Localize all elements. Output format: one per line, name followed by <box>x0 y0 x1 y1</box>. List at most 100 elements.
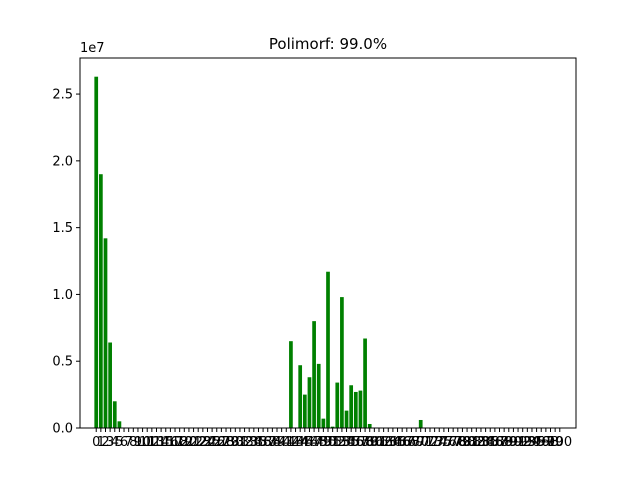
x-tick-label: 61 <box>371 435 388 450</box>
x-tick-label: 49 <box>315 435 332 450</box>
bar-series <box>94 76 423 428</box>
bar-49 <box>321 418 326 428</box>
x-tick-label: 50 <box>320 435 337 450</box>
x-tick-label: 58 <box>357 435 374 450</box>
x-tick-label: 65 <box>389 435 406 450</box>
x-axis: 0123456789101112131415161718192021222324… <box>92 428 572 450</box>
x-tick-label: 45 <box>297 435 314 450</box>
x-tick-label: 8 <box>129 435 137 450</box>
bar-1 <box>99 174 103 428</box>
x-tick-label: 99 <box>547 435 564 450</box>
x-tick-label: 82 <box>468 435 485 450</box>
bar-47 <box>312 321 316 428</box>
y-tick-label: 1.5 <box>52 221 73 236</box>
x-tick-label: 32 <box>236 435 253 450</box>
x-tick-label: 0 <box>92 435 100 450</box>
x-tick-label: 37 <box>259 435 276 450</box>
x-tick-label: 34 <box>246 435 263 450</box>
x-tick-label: 23 <box>195 435 212 450</box>
x-tick-label: 16 <box>162 435 179 450</box>
x-tick-label: 25 <box>204 435 221 450</box>
y-tick-label: 2.0 <box>52 154 73 169</box>
x-tick-label: 40 <box>273 435 290 450</box>
bar-44 <box>298 365 303 428</box>
x-tick-label: 29 <box>222 435 239 450</box>
x-tick-label: 43 <box>287 435 304 450</box>
x-tick-label: 10 <box>134 435 151 450</box>
bar-4 <box>112 401 117 428</box>
x-tick-label: 63 <box>380 435 397 450</box>
x-tick-label: 2 <box>101 435 109 450</box>
x-tick-label: 5 <box>115 435 123 450</box>
x-tick-label: 66 <box>394 435 411 450</box>
x-tick-label: 30 <box>227 435 244 450</box>
x-tick-label: 76 <box>440 435 457 450</box>
bar-45 <box>302 394 307 428</box>
x-tick-label: 26 <box>208 435 225 450</box>
x-tick-label: 70 <box>412 435 429 450</box>
x-tick-label: 81 <box>463 435 480 450</box>
bar-58 <box>363 338 367 428</box>
x-tick-label: 21 <box>185 435 202 450</box>
y-tick-label: 2.5 <box>52 88 73 103</box>
x-tick-label: 13 <box>148 435 165 450</box>
x-tick-label: 87 <box>491 435 508 450</box>
x-tick-label: 78 <box>450 435 467 450</box>
x-tick-label: 79 <box>454 435 471 450</box>
x-tick-label: 67 <box>399 435 416 450</box>
y-offset-label: 1e7 <box>80 41 105 56</box>
x-tick-label: 11 <box>139 435 156 450</box>
x-tick-label: 100 <box>547 435 572 450</box>
x-tick-label: 96 <box>533 435 550 450</box>
x-tick-label: 17 <box>167 435 184 450</box>
x-tick-label: 18 <box>171 435 188 450</box>
x-tick-label: 1 <box>97 435 105 450</box>
x-tick-label: 31 <box>232 435 249 450</box>
x-tick-label: 9 <box>134 435 142 450</box>
x-tick-label: 52 <box>329 435 346 450</box>
x-tick-label: 75 <box>436 435 453 450</box>
x-tick-label: 33 <box>241 435 258 450</box>
x-tick-label: 14 <box>153 435 170 450</box>
x-tick-label: 98 <box>542 435 559 450</box>
y-tick-label: 1.0 <box>52 288 73 303</box>
x-tick-label: 62 <box>375 435 392 450</box>
x-tick-label: 22 <box>190 435 207 450</box>
bar-55 <box>349 385 354 428</box>
bar-51 <box>330 426 335 428</box>
x-tick-label: 92 <box>514 435 531 450</box>
bar-48 <box>316 363 321 428</box>
x-tick-label: 60 <box>366 435 383 450</box>
bar-5 <box>117 421 122 428</box>
x-tick-label: 39 <box>269 435 286 450</box>
bar-50 <box>326 271 330 428</box>
x-tick-label: 36 <box>255 435 272 450</box>
y-axis: 0.0 0.5 1.0 1.5 2.0 2.5 <box>52 88 80 437</box>
x-tick-label: 46 <box>301 435 318 450</box>
x-tick-label: 83 <box>473 435 490 450</box>
x-tick-label: 88 <box>496 435 513 450</box>
x-tick-label: 44 <box>292 435 309 450</box>
bar-56 <box>353 391 358 428</box>
x-tick-label: 90 <box>505 435 522 450</box>
y-tick-label: 0.5 <box>52 355 73 370</box>
x-tick-label: 69 <box>408 435 425 450</box>
x-tick-label: 80 <box>459 435 476 450</box>
bar-52 <box>335 382 340 428</box>
x-tick-label: 97 <box>538 435 555 450</box>
x-tick-label: 91 <box>510 435 527 450</box>
x-tick-label: 68 <box>403 435 420 450</box>
x-tick-label: 71 <box>417 435 434 450</box>
bar-0 <box>94 76 99 428</box>
x-tick-label: 42 <box>283 435 300 450</box>
x-tick-label: 41 <box>278 435 295 450</box>
bar-54 <box>344 410 349 428</box>
bar-46 <box>307 377 312 428</box>
x-tick-label: 86 <box>487 435 504 450</box>
bar-70 <box>418 419 423 428</box>
x-tick-label: 64 <box>385 435 402 450</box>
x-tick-label: 73 <box>426 435 443 450</box>
x-tick-label: 48 <box>310 435 327 450</box>
x-tick-label: 59 <box>361 435 378 450</box>
x-tick-label: 27 <box>213 435 230 450</box>
